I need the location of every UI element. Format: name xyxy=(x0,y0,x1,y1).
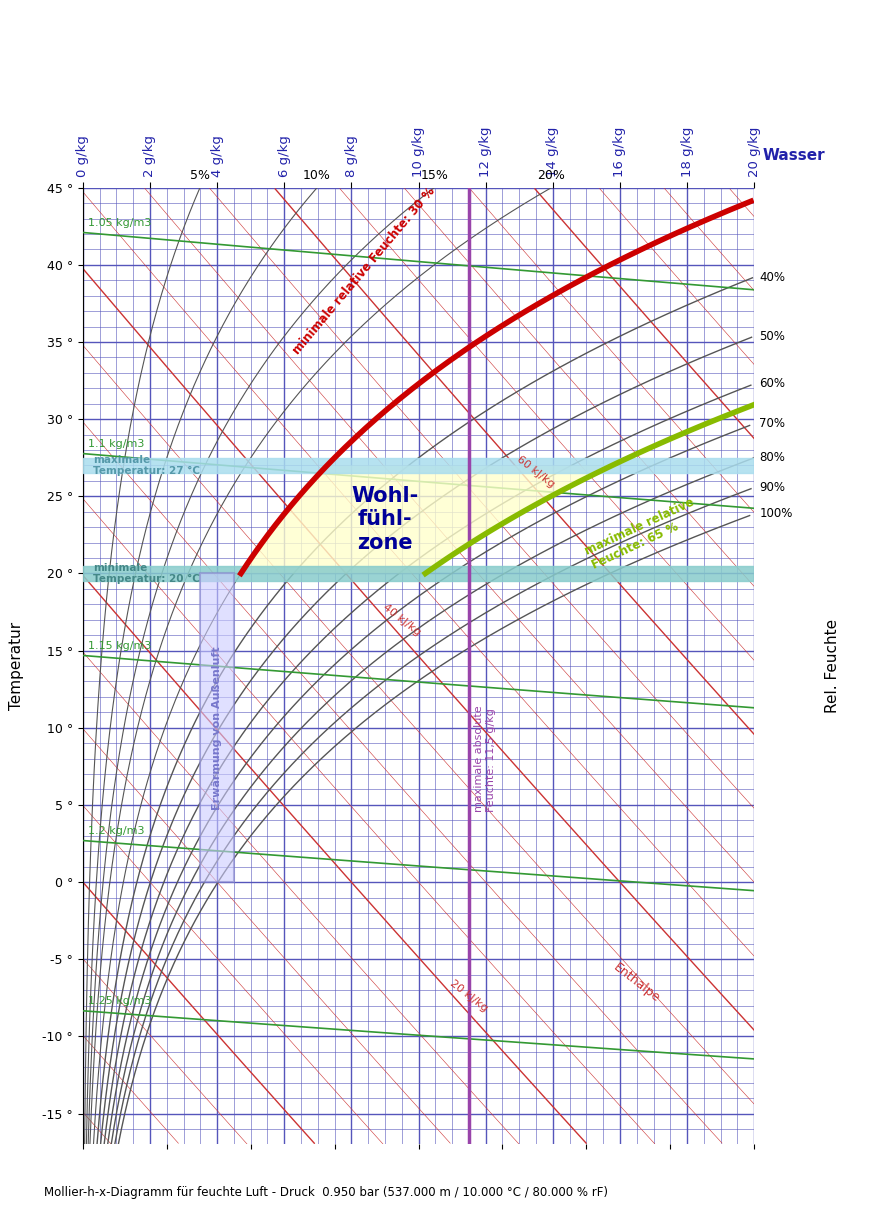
Text: 1.25 kg/m3: 1.25 kg/m3 xyxy=(88,997,152,1006)
Text: 1.2 kg/m3: 1.2 kg/m3 xyxy=(88,826,145,836)
Text: 100%: 100% xyxy=(760,507,793,520)
Text: 20%: 20% xyxy=(537,168,565,182)
Text: maximale
Temperatur: 27 °C: maximale Temperatur: 27 °C xyxy=(93,454,200,476)
Text: 10%: 10% xyxy=(303,168,331,182)
Bar xyxy=(83,566,754,581)
Text: 1.15 kg/m3: 1.15 kg/m3 xyxy=(88,641,151,650)
Text: 40%: 40% xyxy=(760,271,786,283)
Text: minimale
Temperatur: 20 °C: minimale Temperatur: 20 °C xyxy=(93,563,200,585)
Text: Enthalpe: Enthalpe xyxy=(611,962,663,1005)
Text: Temperatur: Temperatur xyxy=(9,622,24,710)
Text: 5%: 5% xyxy=(190,168,210,182)
Text: minimale relative Feuchte: 30 %: minimale relative Feuchte: 30 % xyxy=(290,184,438,356)
Text: maximale relative
Feuchte: 65 %: maximale relative Feuchte: 65 % xyxy=(583,495,703,572)
Text: 80%: 80% xyxy=(760,452,785,464)
Polygon shape xyxy=(241,465,612,574)
Text: maximale absolute
Feuchte: 11,5 g/kg: maximale absolute Feuchte: 11,5 g/kg xyxy=(474,705,495,811)
Text: 60 kJ/kg: 60 kJ/kg xyxy=(515,454,556,489)
Text: 1.05 kg/m3: 1.05 kg/m3 xyxy=(88,218,151,228)
Text: Rel. Feuchte: Rel. Feuchte xyxy=(825,619,841,713)
Bar xyxy=(83,458,754,474)
Text: Mollier-h-x-Diagramm für feuchte Luft - Druck  0.950 bar (537.000 m / 10.000 °C : Mollier-h-x-Diagramm für feuchte Luft - … xyxy=(44,1186,608,1199)
Text: 50%: 50% xyxy=(760,329,785,343)
Text: 90%: 90% xyxy=(760,481,786,494)
Text: 40 kJ/kg: 40 kJ/kg xyxy=(381,602,423,637)
Text: Wasser: Wasser xyxy=(763,149,826,163)
Text: 1.1 kg/m3: 1.1 kg/m3 xyxy=(88,438,144,449)
Text: Erwärmung von Außenluft: Erwärmung von Außenluft xyxy=(212,645,222,810)
Text: 15%: 15% xyxy=(420,168,448,182)
Polygon shape xyxy=(201,574,234,882)
Text: 60%: 60% xyxy=(760,378,786,390)
Text: Wohl-
fühl-
zone: Wohl- fühl- zone xyxy=(351,487,419,552)
Text: 20 kJ/kg: 20 kJ/kg xyxy=(448,978,490,1014)
Text: 70%: 70% xyxy=(760,417,786,430)
